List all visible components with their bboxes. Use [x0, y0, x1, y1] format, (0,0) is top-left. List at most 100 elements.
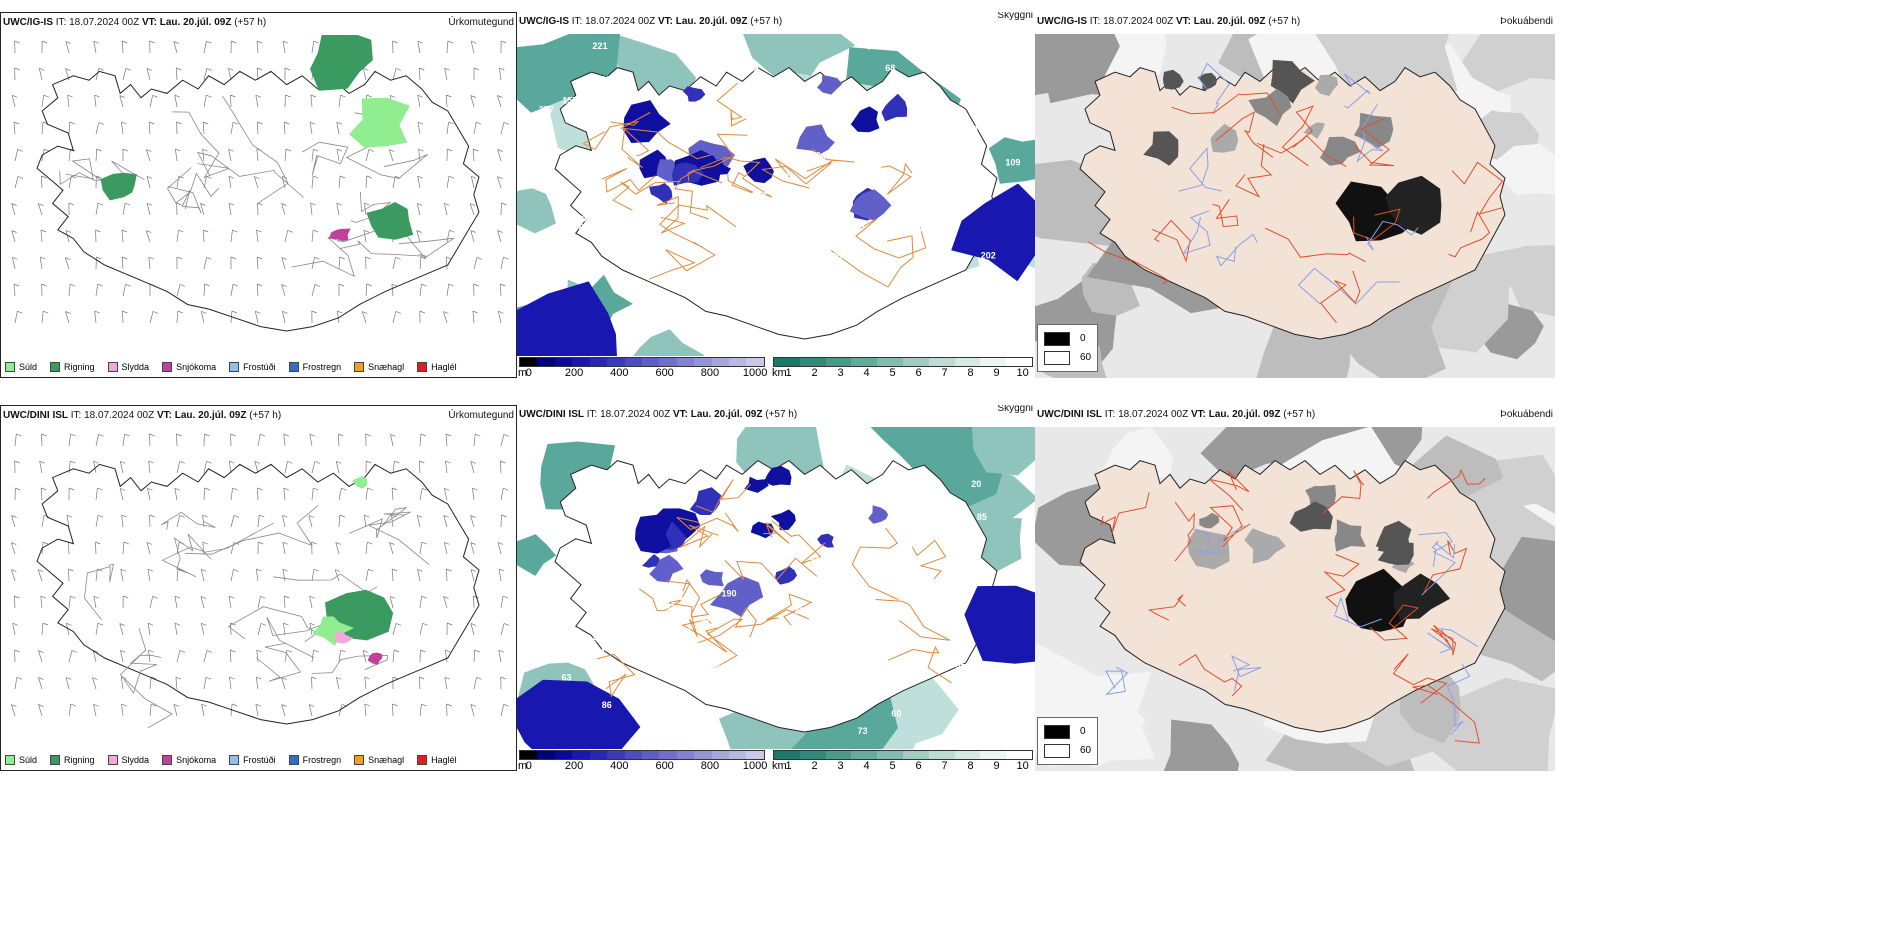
legend-item-slydda: Slydda	[107, 755, 149, 765]
road-line	[1352, 208, 1401, 241]
wind-barb-icon	[281, 704, 286, 717]
wind-barb-icon	[443, 515, 448, 528]
wind-barb-icon	[476, 257, 483, 260]
wind-barb-icon	[39, 257, 43, 270]
road-line	[311, 654, 389, 674]
wind-barb-icon	[124, 202, 131, 206]
wind-barb-icon	[120, 568, 126, 572]
wind-barb-icon	[206, 460, 212, 464]
wind-barb-icon	[282, 514, 288, 518]
wind-barb-icon	[13, 283, 16, 297]
ceiling-visibility-map[interactable]: 232 96 95 87 190 513 61 99 105 84 85 84 86 92 112 48 95 8…	[517, 427, 1035, 749]
fog-index-map[interactable]	[1035, 34, 1555, 378]
road-line	[766, 593, 813, 626]
wind-barb-icon	[388, 149, 394, 162]
wind-barb-icon	[421, 283, 427, 287]
wind-barb-icon	[470, 569, 475, 582]
cloud-panel-top: UWC/IG-IS IT: 18.07.2024 00Z VT: Lau. 20…	[517, 12, 1035, 378]
wind-barb-icon	[470, 704, 477, 707]
wind-barb-icon	[444, 67, 450, 71]
wind-barb-icon	[443, 311, 449, 314]
ceiling-visibility-map[interactable]: 133 186 202 183 153 109 104 593 47 85 52 68 59 94 37 87…	[517, 34, 1035, 356]
wind-barb-icon	[284, 230, 289, 243]
wind-barb-icon	[421, 595, 427, 599]
wind-barb-icon	[38, 677, 43, 690]
wind-barb-icon	[12, 257, 16, 270]
wind-barb-icon	[176, 256, 183, 260]
wind-barb-icon	[203, 283, 205, 297]
wind-barb-icon	[149, 433, 155, 437]
ceiling-value-label: 186	[823, 190, 838, 200]
road-line	[674, 170, 723, 220]
wind-barb-icon	[122, 541, 125, 555]
river-line	[1418, 531, 1456, 596]
ceiling-value-label: 157	[562, 95, 577, 105]
fog-index-map[interactable]	[1035, 427, 1555, 771]
wind-barb-icon	[311, 488, 314, 501]
colorbar-labels: km 1 2 3 4 5 6 7 8 9 10	[772, 367, 1033, 378]
wind-barb-icon	[66, 623, 70, 636]
panel-header: UWC/DINI ISL IT: 18.07.2024 00Z VT: Lau.…	[1037, 405, 1553, 427]
wind-barb-icon	[65, 230, 70, 243]
wind-barb-icon	[40, 175, 43, 189]
colorbar-tick-label: 6	[915, 367, 922, 378]
wind-barb-icon	[11, 203, 16, 216]
wind-barb-icon	[281, 284, 287, 287]
road-line	[1171, 92, 1282, 116]
visibility-colorbar: km 1 2 3 4 5 6 7 8 9 10	[772, 750, 1033, 771]
wind-barb-icon	[202, 229, 205, 243]
wind-barb-icon	[94, 94, 100, 98]
wind-barb-icon	[200, 311, 205, 324]
wind-barb-icon	[419, 67, 425, 71]
road-line	[1322, 470, 1365, 514]
wind-barb-icon	[418, 149, 421, 162]
wind-barb-icon	[233, 568, 239, 572]
wind-barb-icon	[392, 676, 399, 680]
wind-barb-icon	[173, 704, 180, 707]
road-line	[173, 533, 212, 574]
swatch	[107, 362, 118, 372]
wind-barb-icon	[148, 461, 151, 474]
legend-label: Snjókoma	[176, 755, 217, 765]
wind-barb-icon	[310, 94, 313, 108]
legend-label: 60	[1080, 352, 1092, 363]
wind-barb-icon	[175, 148, 181, 152]
wind-barb-icon	[119, 95, 124, 108]
wind-barb-icon	[284, 595, 290, 599]
precip-map[interactable]	[1, 428, 516, 750]
ceiling-colorbar: m 0 200 400 600 800 1000	[518, 750, 767, 771]
wind-barb-icon	[228, 461, 232, 474]
wind-barb-icon	[203, 650, 208, 663]
fog-area	[1393, 573, 1451, 620]
road-line	[167, 186, 202, 214]
wind-barb-icon	[120, 650, 124, 663]
ceiling-value-label: 87	[743, 666, 753, 676]
wind-barb-icon	[94, 310, 100, 314]
wind-barb-icon	[149, 704, 152, 717]
valid-time: VT: Lau. 20.júl. 09Z	[1190, 409, 1281, 420]
wind-barb-icon	[95, 229, 101, 233]
ceiling-value-label: 97	[834, 251, 844, 261]
wind-barb-icon	[311, 149, 314, 162]
colorbar-swatch	[537, 358, 555, 366]
init-time: IT: 18.07.2024 00Z	[1104, 409, 1189, 420]
precip-map[interactable]	[1, 35, 516, 357]
wind-barb-icon	[206, 40, 212, 44]
ceiling-value-label: 59	[652, 625, 662, 635]
wind-barb-icon	[201, 310, 207, 314]
wind-barb-icon	[200, 203, 206, 206]
colorbar-swatch	[624, 358, 642, 366]
wind-barb-icon	[176, 461, 181, 474]
road-line	[676, 512, 739, 533]
ceiling-value-label: 87	[579, 222, 589, 232]
road-line	[619, 112, 712, 160]
wind-barb-icon	[203, 229, 209, 233]
wind-barb-icon	[282, 40, 289, 44]
colorbar-swatch	[520, 751, 538, 759]
coastline	[36, 463, 480, 725]
wind-barb-icon	[94, 95, 97, 108]
colorbar-tick-label: 9	[993, 367, 1000, 378]
wind-barb-icon	[92, 677, 97, 690]
colorbar-swatch	[659, 751, 677, 759]
colorbar-swatch	[980, 751, 1007, 759]
